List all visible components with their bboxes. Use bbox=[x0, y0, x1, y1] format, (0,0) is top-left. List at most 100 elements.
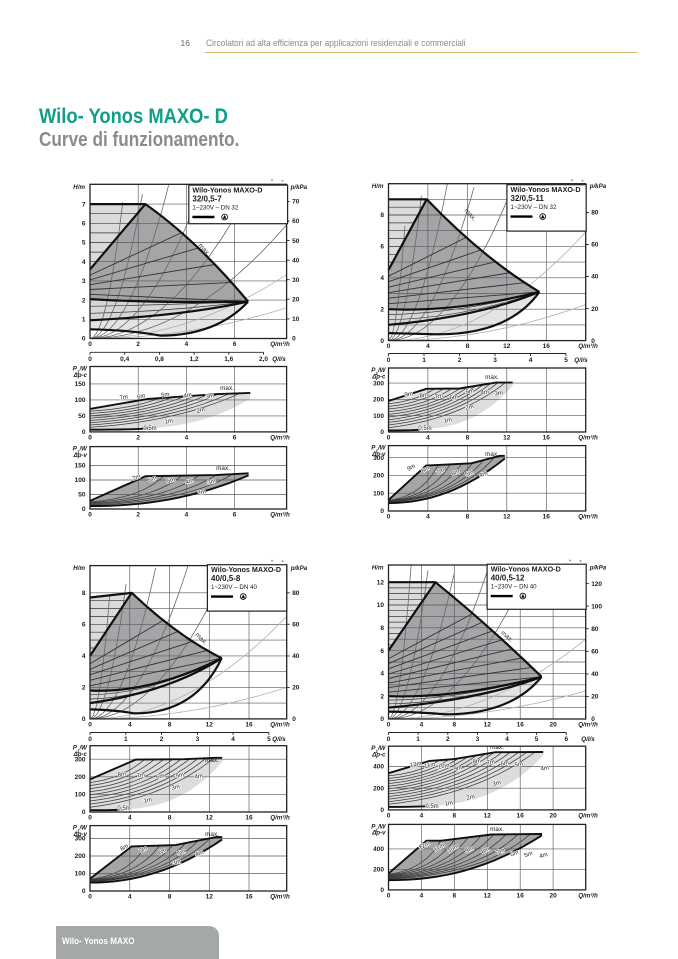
svg-text:1m: 1m bbox=[164, 418, 173, 425]
svg-text:50: 50 bbox=[292, 238, 300, 245]
svg-text:3m: 3m bbox=[492, 780, 502, 788]
svg-text:Q/l/s: Q/l/s bbox=[581, 736, 595, 743]
svg-text:40: 40 bbox=[591, 671, 599, 678]
svg-text:Q/m³/h: Q/m³/h bbox=[270, 815, 290, 822]
svg-text:4: 4 bbox=[128, 721, 132, 728]
svg-text:16: 16 bbox=[543, 514, 551, 521]
svg-text:100: 100 bbox=[75, 792, 86, 799]
svg-text:60: 60 bbox=[292, 622, 300, 629]
svg-text:1: 1 bbox=[82, 317, 86, 324]
svg-text:0: 0 bbox=[387, 435, 391, 442]
svg-text:300: 300 bbox=[373, 380, 384, 387]
svg-text:P1/W: P1/W bbox=[73, 365, 88, 374]
svg-text:0: 0 bbox=[387, 343, 391, 350]
svg-text:11m: 11m bbox=[424, 762, 436, 770]
svg-text:0: 0 bbox=[82, 716, 86, 723]
svg-text:8m: 8m bbox=[119, 844, 129, 853]
svg-text:400: 400 bbox=[373, 846, 384, 853]
svg-text:0,5m: 0,5m bbox=[143, 426, 156, 432]
svg-text:Δp-c: Δp-c bbox=[73, 751, 88, 758]
svg-text:7m: 7m bbox=[435, 468, 445, 477]
svg-text:0: 0 bbox=[82, 336, 86, 343]
svg-text:1m: 1m bbox=[443, 417, 452, 424]
svg-text:9m: 9m bbox=[453, 765, 462, 772]
svg-text:3m: 3m bbox=[207, 478, 217, 486]
svg-text:max.: max. bbox=[490, 744, 504, 751]
svg-text:200: 200 bbox=[373, 867, 384, 874]
svg-text:4: 4 bbox=[420, 722, 424, 729]
svg-text:7m: 7m bbox=[434, 393, 443, 400]
svg-text:0: 0 bbox=[591, 716, 595, 723]
svg-text:7m: 7m bbox=[119, 394, 128, 401]
svg-text:120: 120 bbox=[591, 581, 602, 588]
svg-text:Q/m³/h: Q/m³/h bbox=[270, 721, 290, 728]
svg-text:2m: 2m bbox=[466, 794, 475, 802]
svg-text:4: 4 bbox=[426, 343, 430, 350]
svg-text:Wilo-Yonos MAXO-D: Wilo-Yonos MAXO-D bbox=[192, 186, 262, 195]
svg-text:2: 2 bbox=[380, 306, 384, 313]
svg-text:7m: 7m bbox=[136, 772, 145, 779]
svg-text:5m: 5m bbox=[465, 388, 474, 395]
svg-text:5m: 5m bbox=[524, 851, 534, 859]
svg-text:1: 1 bbox=[416, 736, 420, 743]
svg-text:p/kPa: p/kPa bbox=[589, 565, 607, 572]
svg-text:6: 6 bbox=[82, 221, 86, 228]
svg-text:1m: 1m bbox=[143, 797, 152, 804]
svg-text:100: 100 bbox=[75, 871, 86, 878]
svg-text:16: 16 bbox=[543, 343, 551, 350]
svg-text:6: 6 bbox=[233, 341, 237, 348]
svg-text:5m: 5m bbox=[177, 849, 187, 858]
svg-text:5m: 5m bbox=[175, 772, 184, 779]
svg-text:100: 100 bbox=[75, 477, 86, 484]
svg-text:30: 30 bbox=[292, 277, 300, 284]
svg-text:6: 6 bbox=[380, 244, 384, 251]
svg-text:100: 100 bbox=[373, 413, 384, 420]
svg-text:Δp-v: Δp-v bbox=[371, 830, 386, 837]
svg-text:1,6: 1,6 bbox=[224, 356, 233, 363]
svg-text:50: 50 bbox=[78, 492, 86, 499]
svg-text:P1/W: P1/W bbox=[371, 823, 386, 832]
svg-text:16: 16 bbox=[245, 721, 253, 728]
svg-text:9m: 9m bbox=[406, 464, 416, 473]
svg-text:100: 100 bbox=[75, 397, 86, 404]
svg-text:12: 12 bbox=[377, 579, 385, 586]
svg-text:Q/m³/h: Q/m³/h bbox=[270, 512, 290, 519]
svg-text:1: 1 bbox=[124, 736, 128, 743]
svg-text:16: 16 bbox=[517, 722, 525, 729]
svg-text:Δp-v: Δp-v bbox=[73, 452, 88, 459]
svg-text:60: 60 bbox=[591, 649, 599, 656]
svg-text:3m: 3m bbox=[172, 859, 182, 867]
svg-text:Q/l/s: Q/l/s bbox=[574, 357, 588, 364]
svg-text:4m: 4m bbox=[479, 471, 489, 479]
svg-text:2,0: 2,0 bbox=[259, 356, 268, 363]
svg-text:40/0,5-8: 40/0,5-8 bbox=[211, 574, 241, 583]
svg-text:9m: 9m bbox=[464, 846, 474, 855]
svg-text:Δp-v: Δp-v bbox=[371, 451, 386, 458]
svg-text:20: 20 bbox=[292, 297, 300, 304]
svg-text:100: 100 bbox=[591, 603, 602, 610]
svg-text:H/m: H/m bbox=[372, 183, 384, 190]
svg-text:4: 4 bbox=[231, 736, 235, 743]
svg-text:0: 0 bbox=[387, 722, 391, 729]
svg-text:4m: 4m bbox=[183, 392, 192, 399]
svg-text:Q/m³/h: Q/m³/h bbox=[578, 892, 598, 899]
svg-text:p/kPa: p/kPa bbox=[589, 183, 607, 190]
svg-text:Q/m³/h: Q/m³/h bbox=[578, 722, 598, 729]
svg-text:12: 12 bbox=[484, 892, 492, 899]
svg-text:4: 4 bbox=[380, 671, 384, 678]
svg-text:40/0,5-12: 40/0,5-12 bbox=[491, 574, 525, 583]
svg-text:12: 12 bbox=[503, 514, 511, 521]
svg-text:4: 4 bbox=[426, 435, 430, 442]
svg-text:1~230V – DN 40: 1~230V – DN 40 bbox=[211, 584, 257, 591]
svg-text:max.: max. bbox=[205, 831, 219, 838]
svg-text:0,5m: 0,5m bbox=[425, 804, 438, 810]
svg-text:0,5m: 0,5m bbox=[117, 806, 130, 812]
svg-text:16: 16 bbox=[245, 894, 253, 901]
svg-text:12: 12 bbox=[484, 722, 492, 729]
svg-text:20: 20 bbox=[549, 722, 557, 729]
svg-text:0: 0 bbox=[380, 716, 384, 723]
svg-text:0: 0 bbox=[88, 894, 92, 901]
svg-text:0,4: 0,4 bbox=[120, 356, 129, 363]
svg-text:8m: 8m bbox=[117, 771, 126, 778]
svg-text:0: 0 bbox=[380, 887, 384, 894]
